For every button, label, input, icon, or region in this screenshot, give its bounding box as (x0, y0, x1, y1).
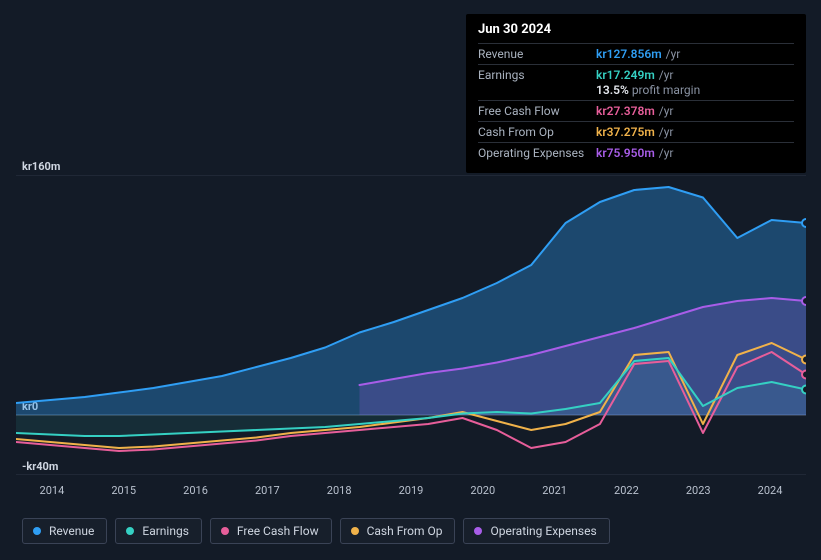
tooltip-row-suffix: /yr (659, 146, 674, 160)
y-axis-label-max: kr160m (22, 160, 60, 173)
x-axis-label: 2014 (16, 484, 88, 497)
legend-label: Free Cash Flow (237, 524, 319, 538)
x-axis-label: 2017 (231, 484, 303, 497)
tooltip-row: Cash From Opkr37.275m/yr (478, 121, 794, 142)
legend-swatch (474, 527, 482, 535)
x-axis-label: 2018 (303, 484, 375, 497)
x-axis-label: 2022 (591, 484, 663, 497)
tooltip-row: Operating Expenseskr75.950m/yr (478, 142, 794, 163)
tooltip-row-value: kr27.378m (596, 104, 655, 118)
tooltip-row-value: kr75.950m (596, 146, 655, 160)
legend-swatch (126, 527, 134, 535)
legend-label: Cash From Op (367, 524, 443, 538)
x-axis-label: 2020 (447, 484, 519, 497)
tooltip-row-label: Operating Expenses (478, 146, 596, 160)
legend: Revenue Earnings Free Cash Flow Cash From O… (22, 518, 610, 544)
tooltip-row-suffix: /yr (659, 125, 674, 139)
tooltip-row: Free Cash Flowkr27.378m/yr (478, 100, 794, 121)
tooltip: Jun 30 2024 Revenuekr127.856m/yrEarnings… (466, 14, 806, 173)
legend-label: Revenue (49, 524, 94, 538)
legend-item[interactable]: Earnings (115, 518, 202, 544)
x-axis-label: 2019 (375, 484, 447, 497)
legend-item[interactable]: Free Cash Flow (210, 518, 332, 544)
tooltip-row-value: kr127.856m (596, 47, 662, 61)
legend-swatch (221, 527, 229, 535)
legend-item[interactable]: Operating Expenses (463, 518, 609, 544)
tooltip-row: Revenuekr127.856m/yr (478, 43, 794, 64)
x-axis: 2014201520162017201820192020202120222023… (16, 484, 806, 497)
tooltip-subline: 13.5% profit margin (478, 83, 794, 100)
tooltip-row-suffix: /yr (666, 47, 681, 61)
legend-swatch (33, 527, 41, 535)
tooltip-date: Jun 30 2024 (478, 22, 794, 43)
legend-swatch (351, 527, 359, 535)
tooltip-row-value: kr37.275m (596, 125, 655, 139)
chart-plot (16, 175, 806, 475)
tooltip-row: Earningskr17.249m/yr (478, 64, 794, 85)
tooltip-row-label: Revenue (478, 47, 596, 61)
x-axis-label: 2021 (519, 484, 591, 497)
x-axis-label: 2024 (734, 484, 806, 497)
tooltip-row-label: Free Cash Flow (478, 104, 596, 118)
x-axis-label: 2016 (160, 484, 232, 497)
tooltip-row-label: Earnings (478, 68, 596, 82)
legend-label: Operating Expenses (490, 524, 596, 538)
tooltip-row-value: kr17.249m (596, 68, 655, 82)
x-axis-label: 2023 (662, 484, 734, 497)
legend-item[interactable]: Cash From Op (340, 518, 456, 544)
legend-item[interactable]: Revenue (22, 518, 107, 544)
tooltip-row-label: Cash From Op (478, 125, 596, 139)
x-axis-label: 2015 (88, 484, 160, 497)
legend-label: Earnings (142, 524, 189, 538)
tooltip-row-suffix: /yr (659, 104, 674, 118)
tooltip-row-suffix: /yr (659, 68, 674, 82)
chart-container: Jun 30 2024 Revenuekr127.856m/yrEarnings… (0, 0, 821, 560)
